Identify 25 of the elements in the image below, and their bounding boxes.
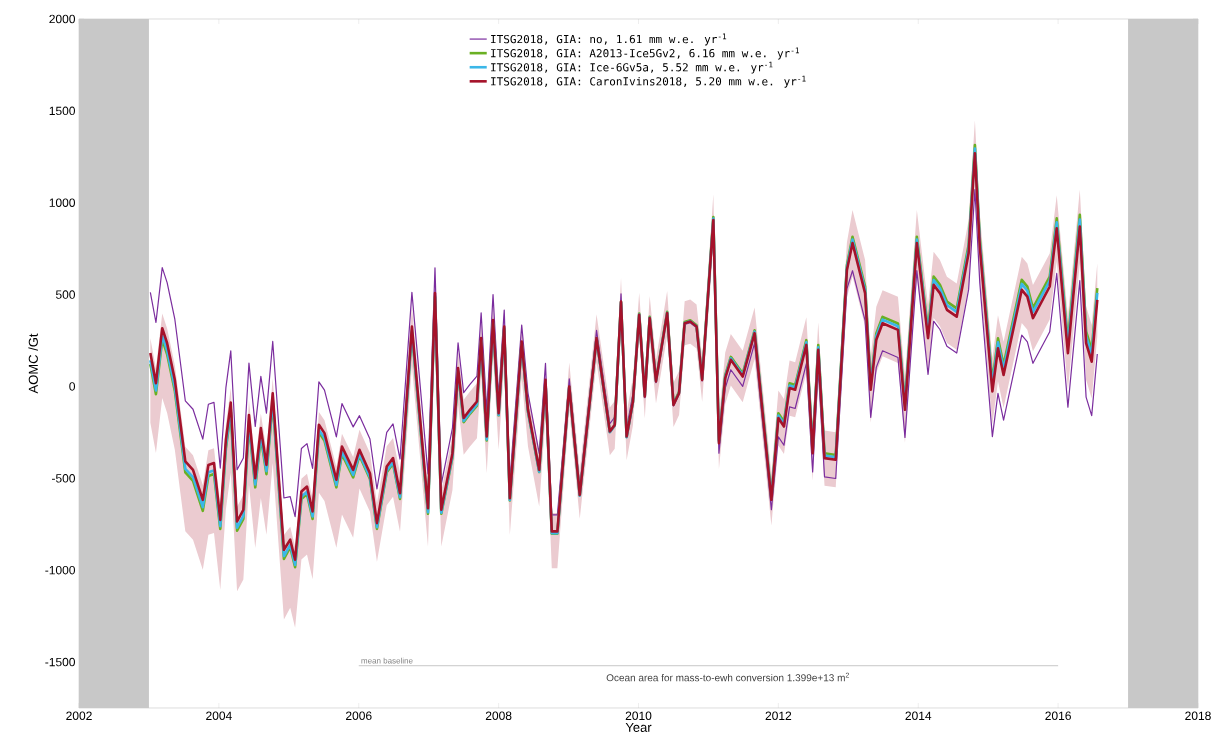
annotation: Ocean area for mass-to-ewh conversion 1.399e+13 m$^{2}$: [606, 672, 850, 682]
x-tick-label: 2012: [765, 711, 792, 721]
legend-label: ITSG2018, GIA: Ice-6Gv5a, 5.52 mm w.e. yr$^{-1}$: [491, 61, 773, 74]
y-tick-label: 500: [55, 290, 76, 299]
y-tick-label: 0: [69, 382, 76, 391]
legend-label: ITSG2018, GIA: A2013-Ice5Gv2, 6.16 mm w.e. yr$^{-1}$: [491, 47, 799, 60]
x-tick-label: 2006: [346, 711, 372, 721]
annotation: mean baseline: [361, 657, 413, 664]
x-tick-label: 2002: [66, 711, 92, 721]
y-axis-title: AOMC /Gt: [28, 333, 38, 394]
x-tick-label: 2014: [905, 711, 932, 721]
x-tick-label: 2004: [206, 711, 232, 721]
x-tick-label: 2016: [1045, 711, 1071, 721]
x-tick-label: 2008: [485, 711, 512, 721]
y-tick-label: -500: [51, 474, 76, 483]
y-tick-label: -1000: [45, 565, 76, 575]
y-tick-label: 1000: [49, 198, 76, 207]
x-tick-label: 2010: [625, 711, 652, 721]
x-axis-title: Year: [625, 722, 652, 732]
y-tick-label: 1500: [49, 106, 76, 116]
y-tick-label: -1500: [45, 657, 76, 667]
legend-label: ITSG2018, GIA: no, 1.61 mm w.e. yr$^{-1}$: [491, 33, 727, 46]
legend-label: ITSG2018, GIA: CaronIvins2018, 5.20 mm w.e. yr$^{-1}$: [491, 75, 806, 88]
x-tick-label: 2018: [1185, 711, 1211, 721]
y-tick-label: 2000: [49, 14, 76, 24]
